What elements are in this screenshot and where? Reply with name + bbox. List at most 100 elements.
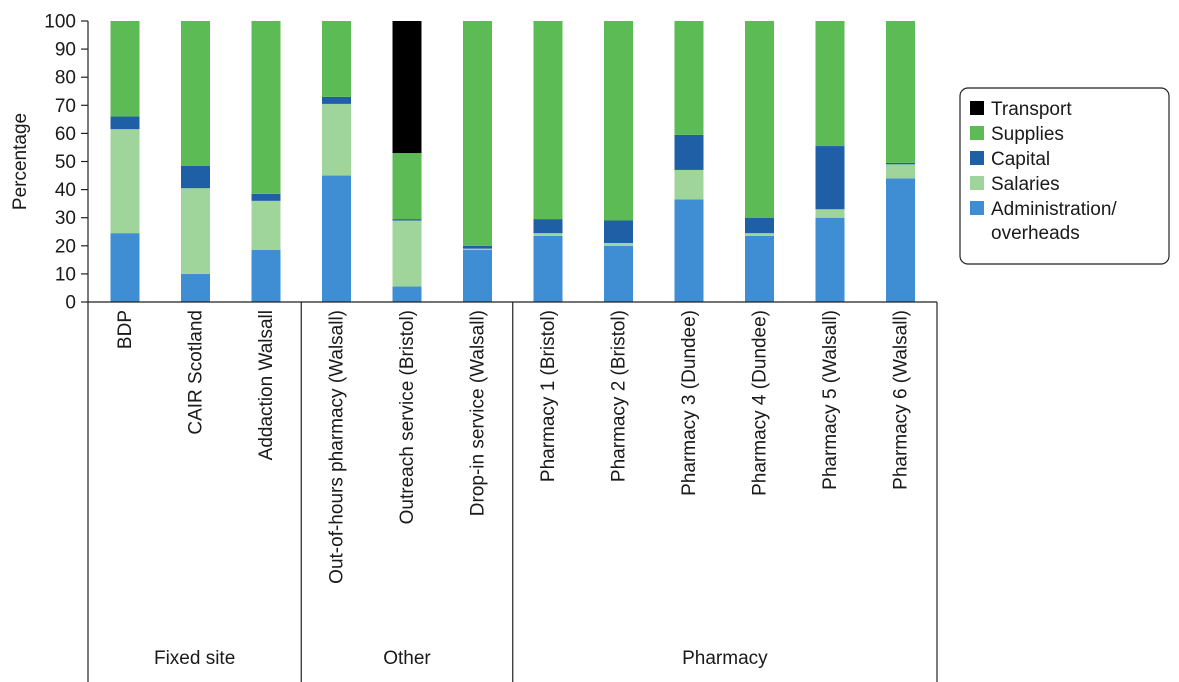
legend-swatch-capital xyxy=(970,151,984,165)
legend-box xyxy=(959,87,1170,265)
x-tick-label-outreach-service-bristol: Outreach service (Bristol) xyxy=(397,310,418,524)
bar-salaries-drop-in-service-walsall xyxy=(463,248,492,251)
x-tick-label-pharmacy-1-bristol: Pharmacy 1 (Bristol) xyxy=(538,310,559,482)
bar-stack-pharmacy-1-bristol xyxy=(533,21,563,302)
bar-administration-overheads-cair-scotland xyxy=(181,273,210,302)
bar-administration-overheads-pharmacy-2-bristol xyxy=(604,245,633,302)
bar-supplies-drop-in-service-walsall xyxy=(463,21,492,246)
bar-capital-pharmacy-2-bristol xyxy=(604,220,633,243)
bar-administration-overheads-pharmacy-3-dundee xyxy=(674,199,704,302)
x-tick-label-pharmacy-2-bristol: Pharmacy 2 (Bristol) xyxy=(609,310,630,482)
bar-supplies-outreach-service-bristol xyxy=(392,153,422,220)
x-tick-label-pharmacy-6-walsall: Pharmacy 6 (Walsall) xyxy=(891,310,912,490)
legend-label-salaries: Salaries xyxy=(991,174,1060,195)
bar-supplies-bdp xyxy=(110,21,140,117)
y-tick-label-60: 60 xyxy=(55,124,76,145)
bar-salaries-addaction-walsall xyxy=(251,200,281,251)
bar-capital-cair-scotland xyxy=(181,165,210,189)
bar-capital-out-of-hours-pharmacy-walsall xyxy=(322,96,351,104)
bar-capital-bdp xyxy=(110,116,140,130)
bar-transport-outreach-service-bristol xyxy=(392,21,422,154)
bars xyxy=(110,21,915,302)
y-tick-label-40: 40 xyxy=(55,180,76,201)
bar-administration-overheads-bdp xyxy=(110,233,140,302)
x-tick-label-addaction-walsall: Addaction Walsall xyxy=(256,310,277,460)
y-axis-label: Percentage xyxy=(10,113,31,210)
bar-stack-pharmacy-6-walsall xyxy=(886,21,915,302)
bar-administration-overheads-drop-in-service-walsall xyxy=(463,250,492,302)
legend-swatch-transport xyxy=(970,101,984,115)
bar-salaries-pharmacy-6-walsall xyxy=(886,164,915,179)
bar-stack-pharmacy-5-walsall xyxy=(815,21,845,302)
bar-capital-pharmacy-4-dundee xyxy=(745,217,774,234)
bar-stack-out-of-hours-pharmacy-walsall xyxy=(322,21,351,302)
bar-supplies-out-of-hours-pharmacy-walsall xyxy=(322,21,351,97)
legend-swatch-supplies xyxy=(970,126,984,140)
bar-salaries-pharmacy-3-dundee xyxy=(674,169,704,200)
group-label-other: Other xyxy=(383,648,431,669)
legend-swatch-administration-overheads xyxy=(970,201,984,215)
bar-supplies-pharmacy-1-bristol xyxy=(533,21,563,220)
x-tick-label-bdp: BDP xyxy=(115,310,136,349)
bar-administration-overheads-pharmacy-5-walsall xyxy=(815,217,845,302)
bar-stack-bdp xyxy=(110,21,140,302)
bar-capital-pharmacy-3-dundee xyxy=(674,134,704,170)
legend-label-supplies: Supplies xyxy=(991,124,1064,145)
bar-salaries-out-of-hours-pharmacy-walsall xyxy=(322,103,351,176)
bar-capital-outreach-service-bristol xyxy=(392,219,422,221)
y-tick-label-70: 70 xyxy=(55,96,76,117)
bar-administration-overheads-out-of-hours-pharmacy-walsall xyxy=(322,175,351,302)
group-label-pharmacy: Pharmacy xyxy=(682,648,768,669)
bar-stack-pharmacy-2-bristol xyxy=(604,21,633,302)
bar-salaries-outreach-service-bristol xyxy=(392,220,422,287)
y-tick-label-20: 20 xyxy=(55,236,76,257)
bar-administration-overheads-pharmacy-4-dundee xyxy=(745,235,774,302)
bar-capital-pharmacy-6-walsall xyxy=(886,162,915,165)
bar-stack-addaction-walsall xyxy=(251,21,281,302)
bar-salaries-pharmacy-5-walsall xyxy=(815,209,845,218)
bar-salaries-pharmacy-2-bristol xyxy=(604,242,633,246)
bar-capital-drop-in-service-walsall xyxy=(463,245,492,249)
bar-supplies-pharmacy-4-dundee xyxy=(745,21,774,218)
y-axis: 0 10 20 30 40 50 60 70 80 90 100 Percentage xyxy=(10,12,89,314)
y-tick-label-0: 0 xyxy=(65,293,76,314)
bar-salaries-pharmacy-4-dundee xyxy=(745,233,774,236)
x-axis: BDP CAIR Scotland Addaction Walsall Out-of-… xyxy=(87,301,938,682)
bar-capital-pharmacy-1-bristol xyxy=(533,219,563,234)
bar-administration-overheads-pharmacy-1-bristol xyxy=(533,235,563,302)
y-tick-label-30: 30 xyxy=(55,208,76,229)
y-tick-label-100: 100 xyxy=(44,12,76,33)
bar-stack-cair-scotland xyxy=(181,21,210,302)
y-tick-label-50: 50 xyxy=(55,152,76,173)
bar-stack-pharmacy-4-dundee xyxy=(745,21,774,302)
bar-salaries-cair-scotland xyxy=(181,188,210,274)
bar-administration-overheads-pharmacy-6-walsall xyxy=(886,178,915,302)
bar-supplies-pharmacy-5-walsall xyxy=(815,21,845,147)
bar-salaries-bdp xyxy=(110,129,140,234)
x-tick-label-pharmacy-3-dundee: Pharmacy 3 (Dundee) xyxy=(679,310,700,496)
bar-capital-pharmacy-5-walsall xyxy=(815,146,845,210)
bar-supplies-pharmacy-3-dundee xyxy=(674,21,704,135)
legend-swatch-salaries xyxy=(970,176,984,190)
bar-supplies-pharmacy-2-bristol xyxy=(604,21,633,221)
x-tick-label-pharmacy-4-dundee: Pharmacy 4 (Dundee) xyxy=(750,310,771,496)
bar-salaries-pharmacy-1-bristol xyxy=(533,233,563,236)
y-tick-label-10: 10 xyxy=(55,264,76,285)
x-tick-label-out-of-hours-pharmacy-walsall: Out-of-hours pharmacy (Walsall) xyxy=(327,310,348,584)
legend-label-administration-overheads: Administration/overheads xyxy=(991,199,1117,244)
bar-supplies-addaction-walsall xyxy=(251,21,281,194)
bar-supplies-pharmacy-6-walsall xyxy=(886,21,915,163)
group-label-fixed-site: Fixed site xyxy=(154,648,235,669)
legend: Transport Supplies Capital Salaries Administ… xyxy=(959,87,1170,265)
y-tick-label-80: 80 xyxy=(55,68,76,89)
bar-stack-pharmacy-3-dundee xyxy=(674,21,704,302)
bar-supplies-cair-scotland xyxy=(181,21,210,166)
bar-stack-drop-in-service-walsall xyxy=(463,21,492,302)
x-tick-label-drop-in-service-walsall: Drop-in service (Walsall) xyxy=(468,310,489,516)
legend-label-capital: Capital xyxy=(991,149,1050,170)
bar-administration-overheads-outreach-service-bristol xyxy=(392,286,422,302)
x-tick-label-pharmacy-5-walsall: Pharmacy 5 (Walsall) xyxy=(820,310,841,490)
x-tick-label-cair-scotland: CAIR Scotland xyxy=(186,310,207,435)
bar-stack-outreach-service-bristol xyxy=(392,21,422,302)
